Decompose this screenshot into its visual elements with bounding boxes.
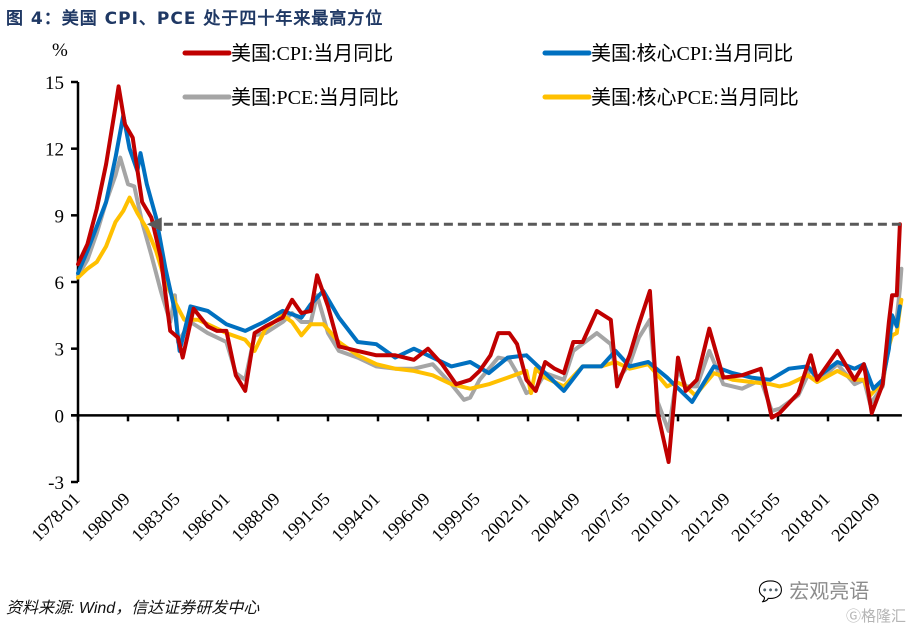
x-tick-label: 1983-05: [127, 489, 184, 546]
annotation-arrow: [146, 217, 901, 232]
legend-label: 美国:CPI:当月同比: [231, 42, 393, 65]
y-axis-unit-label: %: [52, 40, 68, 61]
x-tick-label: 2018-01: [777, 489, 834, 546]
legend-label: 美国:核心PCE:当月同比: [591, 86, 799, 109]
source-note: 资料来源: Wind，信达证券研发中心: [6, 600, 260, 617]
x-tick-label: 1986-01: [177, 489, 234, 546]
x-tick-label: 2002-01: [477, 489, 534, 546]
x-tick-label: 1978-01: [27, 489, 84, 546]
legend-label: 美国:核心CPI:当月同比: [591, 42, 793, 65]
y-tick-label: -3: [48, 473, 64, 494]
series-line-2: [76, 155, 904, 433]
watermark-text: 宏观亮语: [789, 579, 870, 603]
y-tick-label: 3: [55, 340, 65, 361]
x-tick-label: 1996-09: [377, 489, 434, 546]
x-tick-label: 1988-09: [227, 489, 284, 546]
x-tick-label: 1994-01: [327, 489, 384, 546]
series-line-0: [76, 84, 902, 464]
y-tick-label: 6: [55, 273, 65, 294]
x-tick-label: 2020-09: [827, 489, 884, 546]
gelonghui-logo-icon: Ⓖ: [846, 607, 862, 625]
y-tick-label: 9: [55, 206, 65, 227]
x-tick-label: 2010-01: [627, 489, 684, 546]
annotation-arrowhead: [146, 217, 162, 232]
legend-label: 美国:PCE:当月同比: [231, 86, 399, 109]
y-axis: 15 12 9 6 3 0 -3: [45, 73, 80, 494]
y-tick-label: 12: [45, 140, 64, 161]
y-tick-label: 0: [55, 406, 65, 427]
x-tick-label: 1980-09: [77, 489, 134, 546]
wechat-icon: 💬: [758, 579, 783, 603]
series-layer: [76, 84, 904, 464]
legend-item: 美国:CPI:当月同比: [182, 42, 393, 65]
y-tick-label: 15: [45, 73, 64, 94]
x-tick-label: 2004-09: [527, 489, 584, 546]
watermark2-text: 格隆汇: [861, 607, 907, 625]
legend-item: 美国:核心PCE:当月同比: [542, 86, 799, 109]
legend-item: 美国:PCE:当月同比: [182, 86, 399, 109]
x-axis: 1978-011980-091983-051986-011988-091991-…: [27, 414, 902, 546]
x-tick-label: 2012-09: [677, 489, 734, 546]
watermark-gelonghui: Ⓖ格隆汇: [846, 605, 906, 626]
series-line-1: [76, 113, 902, 404]
x-tick-label: 1991-05: [277, 489, 334, 546]
chart-title: 图 4：美国 CPI、PCE 处于四十年来最高方位: [6, 9, 384, 29]
legend-item: 美国:核心CPI:当月同比: [542, 42, 793, 65]
x-tick-label: 2015-05: [727, 489, 784, 546]
x-tick-label: 1999-05: [427, 489, 484, 546]
watermark-wechat: 💬 宏观亮语: [758, 575, 869, 604]
x-tick-label: 2007-05: [577, 489, 634, 546]
